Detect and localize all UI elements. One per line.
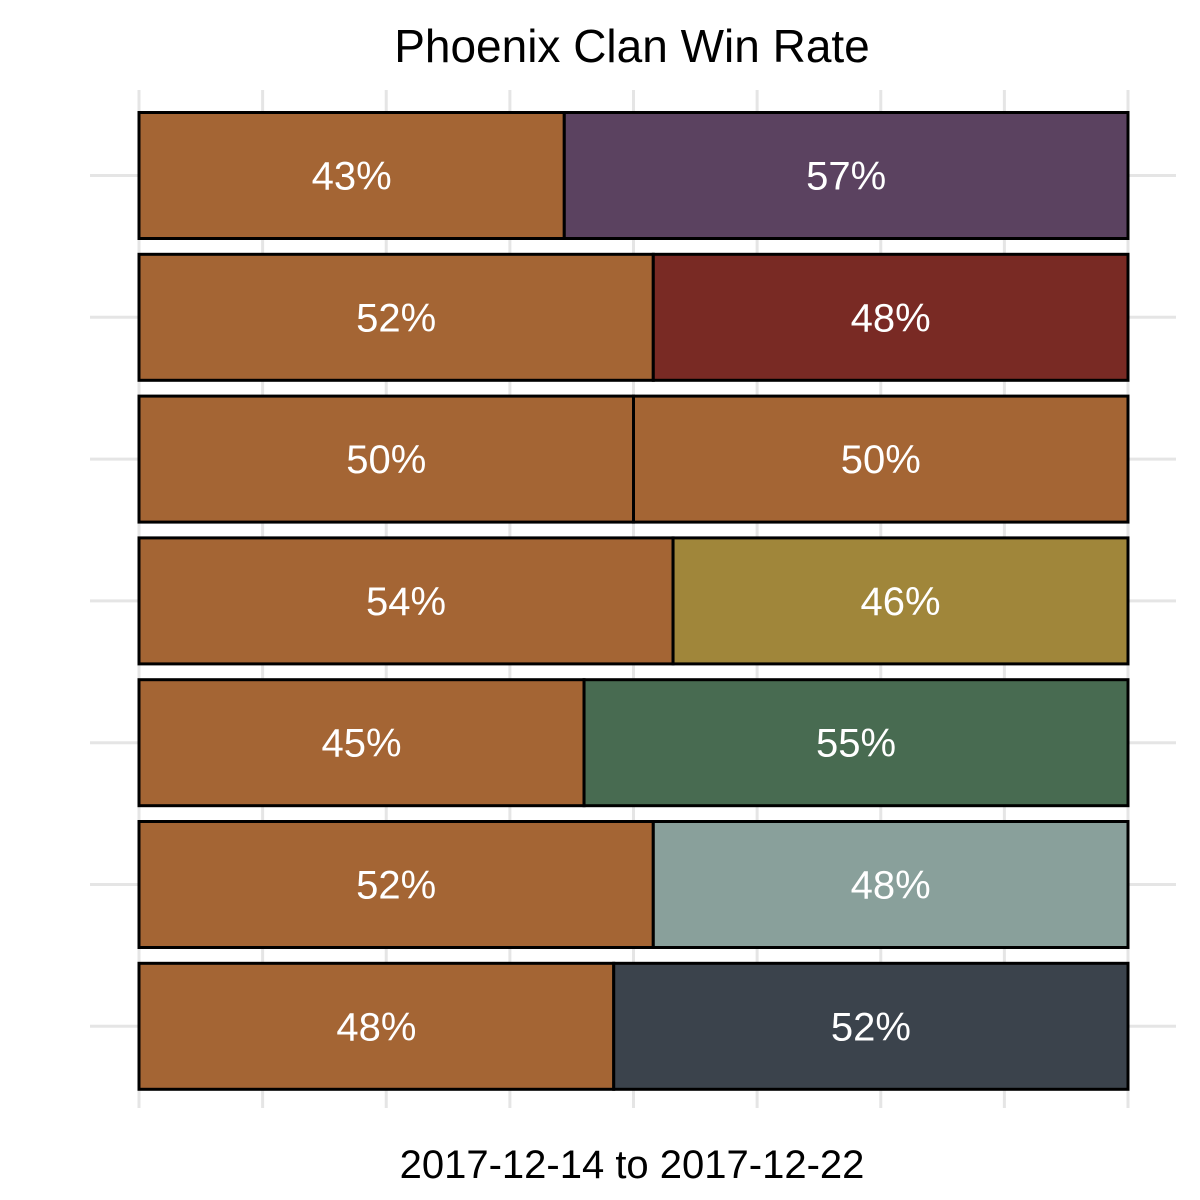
bar-segment-label: 48%: [851, 296, 931, 340]
bar-segment: [612, 961, 1130, 1091]
bar-segment-label: 48%: [851, 864, 931, 908]
bar-segment-label: 45%: [321, 722, 401, 766]
bar-segment: [137, 394, 635, 524]
chart-title: Phoenix Clan Win Rate: [394, 20, 870, 72]
bar-segment: [651, 252, 1130, 382]
bar-segment-label: 52%: [356, 864, 436, 908]
bar-segment-label: 46%: [860, 580, 940, 624]
bar-segment: [651, 820, 1130, 949]
bar-segment: [137, 252, 655, 382]
bar-segment: [137, 111, 566, 240]
x-axis-label: 2017-12-14 to 2017-12-22: [400, 1143, 865, 1187]
bar-segment: [137, 961, 616, 1091]
bars: [137, 111, 1130, 1091]
bar-segment: [632, 394, 1130, 524]
bar-segment: [137, 820, 655, 949]
bar-segment: [582, 678, 1130, 808]
bar-segment: [137, 536, 675, 666]
bar-segment-label: 52%: [356, 296, 436, 340]
bar-segment-label: 50%: [346, 438, 426, 482]
bar-segment-label: 55%: [816, 722, 896, 766]
bar-segment-label: 48%: [336, 1005, 416, 1049]
bar-segment: [137, 678, 586, 808]
bar-segment-label: 57%: [806, 155, 886, 199]
bar-segment-label: 54%: [366, 580, 446, 624]
bar-segment: [562, 111, 1130, 240]
bar-segment-label: 50%: [841, 438, 921, 482]
bar-segment-label: 43%: [312, 155, 392, 199]
bar-labels: 43% 57% 52% 48% 50% 50% 54% 46% 45% 55% 52% 48% 48% 5…: [312, 155, 941, 1050]
bar-segment: [671, 536, 1130, 666]
bar-segment-label: 52%: [831, 1005, 911, 1049]
